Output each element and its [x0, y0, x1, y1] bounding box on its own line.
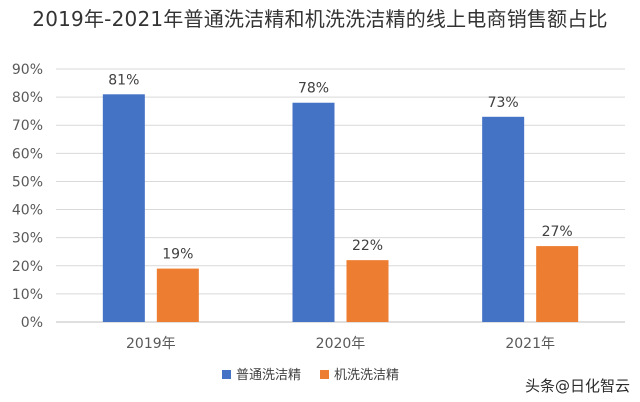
y-tick-label: 20% — [12, 259, 43, 275]
bars — [102, 94, 579, 323]
data-label: 78% — [298, 81, 329, 97]
bar — [482, 116, 525, 323]
x-tick-label: 2019年 — [126, 336, 176, 352]
y-tick-label: 90% — [12, 62, 43, 78]
gridlines — [56, 68, 625, 323]
bar — [292, 102, 335, 322]
data-labels: 81% 19% 78% 22% 73% 27% — [108, 72, 572, 262]
legend-swatch — [222, 370, 231, 379]
data-label: 22% — [352, 238, 383, 254]
x-tick-label: 2021年 — [505, 336, 555, 352]
y-tick-label: 50% — [12, 174, 43, 190]
y-tick-label: 10% — [12, 287, 43, 303]
legend-swatch — [320, 370, 329, 379]
data-label: 27% — [542, 224, 573, 240]
watermark: 头条@日化智云 — [524, 377, 630, 395]
data-label: 19% — [162, 247, 193, 263]
chart-title: 2019年-2021年普通洗洁精和机洗洗洁精的线上电商销售额占比 — [32, 7, 608, 31]
y-tick-label: 0% — [21, 315, 43, 331]
y-tick-label: 80% — [12, 90, 43, 106]
y-tick-label: 70% — [12, 118, 43, 134]
x-tick-label: 2020年 — [316, 336, 366, 352]
bar — [156, 268, 199, 322]
y-tick-label: 60% — [12, 146, 43, 162]
bar — [102, 94, 145, 322]
legend-label: 机洗洗洁精 — [334, 368, 399, 383]
y-tick-label: 40% — [12, 203, 43, 219]
data-label: 81% — [108, 72, 139, 88]
legend: 普通洗洁精 机洗洗洁精 — [222, 368, 399, 383]
bar — [536, 246, 579, 322]
legend-label: 普通洗洁精 — [236, 368, 301, 383]
data-label: 73% — [488, 95, 519, 111]
y-axis: 0% 10% 20% 30% 40% 50% 60% 70% 80% 90% — [12, 62, 43, 331]
x-axis: 2019年 2020年 2021年 — [126, 336, 555, 352]
y-tick-label: 30% — [12, 231, 43, 247]
bar — [346, 260, 389, 322]
